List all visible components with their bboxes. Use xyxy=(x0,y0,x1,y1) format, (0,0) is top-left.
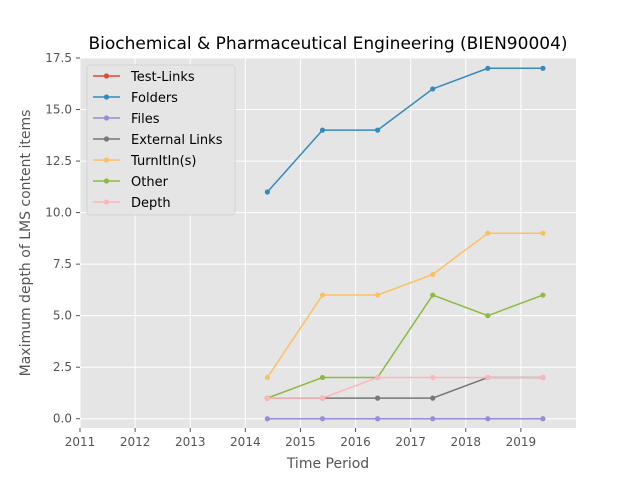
series-line xyxy=(267,376,543,399)
legend: Test-Links Folders Files External Links Turn… xyxy=(86,64,236,216)
legend-item: Other xyxy=(93,175,169,190)
series-layer xyxy=(264,65,546,422)
y-axis-label: Maximum depth of LMS content items xyxy=(18,110,34,377)
y-tick-label: 15.0 xyxy=(45,103,72,117)
data-point xyxy=(540,292,546,298)
data-point xyxy=(264,416,270,422)
legend-label: Other xyxy=(131,175,169,190)
legend-item: Files xyxy=(93,112,160,127)
data-point xyxy=(375,395,381,401)
series-depth xyxy=(264,374,546,401)
legend-swatch-marker xyxy=(103,73,110,79)
data-point xyxy=(430,374,436,381)
data-point xyxy=(375,292,381,298)
data-point xyxy=(540,230,546,236)
y-axis-ticks: 0.0 2.5 5.0 7.5 10.0 12.5 15.0 17.5 xyxy=(45,51,80,426)
legend-swatch-marker xyxy=(103,136,110,142)
legend-label: External Links xyxy=(131,133,223,148)
legend-item: Folders xyxy=(93,91,178,106)
data-point xyxy=(485,416,491,422)
x-tick-label: 2014 xyxy=(230,435,261,449)
y-tick-label: 7.5 xyxy=(53,257,72,271)
data-point xyxy=(485,65,491,71)
x-tick-label: 2012 xyxy=(120,435,151,449)
chart-title: Biochemical & Pharmaceutical Engineering… xyxy=(88,34,567,54)
legend-label: Depth xyxy=(131,196,171,211)
legend-label: Files xyxy=(131,112,160,127)
x-tick-label: 2015 xyxy=(285,435,316,449)
x-tick-label: 2011 xyxy=(65,435,96,449)
data-point xyxy=(430,271,436,278)
data-point xyxy=(430,416,436,422)
legend-item: TurnItIn(s) xyxy=(93,154,196,169)
y-tick-label: 5.0 xyxy=(53,309,72,323)
y-tick-label: 0.0 xyxy=(53,412,72,426)
data-point xyxy=(264,374,270,381)
legend-swatch-marker xyxy=(103,157,110,163)
y-tick-label: 12.5 xyxy=(45,154,72,168)
data-point xyxy=(430,292,436,298)
legend-swatch-marker xyxy=(103,94,110,100)
series-line xyxy=(266,232,543,378)
data-point xyxy=(319,416,326,422)
series-line xyxy=(266,67,543,193)
data-point xyxy=(485,374,491,381)
data-point xyxy=(319,374,326,381)
x-axis-ticks: 2011 2012 2013 2014 2015 2016 2017 2018 2019 xyxy=(65,428,536,449)
data-point xyxy=(430,86,436,92)
data-point xyxy=(375,416,381,422)
data-point xyxy=(540,374,546,381)
series-folders xyxy=(264,65,546,195)
legend-box xyxy=(86,64,236,216)
data-point xyxy=(264,395,270,401)
x-tick-label: 2016 xyxy=(340,435,371,449)
legend-swatch-marker xyxy=(103,199,110,205)
data-point xyxy=(264,189,270,195)
data-point xyxy=(430,395,436,401)
x-axis-label: Time Period xyxy=(286,456,369,472)
series-turnitin-s xyxy=(264,230,546,381)
y-tick-label: 2.5 xyxy=(53,360,72,374)
data-point xyxy=(375,127,381,133)
legend-item: Test-Links xyxy=(93,70,195,85)
y-tick-label: 17.5 xyxy=(45,51,72,65)
x-tick-label: 2018 xyxy=(451,435,482,449)
legend-label: TurnItIn(s) xyxy=(130,154,196,169)
series-line xyxy=(267,294,544,399)
x-tick-label: 2019 xyxy=(506,435,537,449)
legend-item: Depth xyxy=(93,196,171,211)
data-point xyxy=(375,374,381,381)
data-point xyxy=(319,127,326,133)
series-files xyxy=(264,416,546,422)
y-tick-label: 10.0 xyxy=(45,206,72,220)
legend-label: Test-Links xyxy=(130,70,195,85)
legend-item: External Links xyxy=(93,133,223,148)
legend-swatch-marker xyxy=(103,178,110,184)
legend-swatch-marker xyxy=(103,115,110,121)
data-point xyxy=(319,292,326,298)
data-point xyxy=(319,395,326,401)
data-point xyxy=(485,313,491,319)
data-point xyxy=(485,230,491,236)
data-point xyxy=(540,416,546,422)
x-tick-label: 2013 xyxy=(175,435,206,449)
data-point xyxy=(540,65,546,71)
x-tick-label: 2017 xyxy=(395,435,426,449)
legend-label: Folders xyxy=(131,91,178,106)
